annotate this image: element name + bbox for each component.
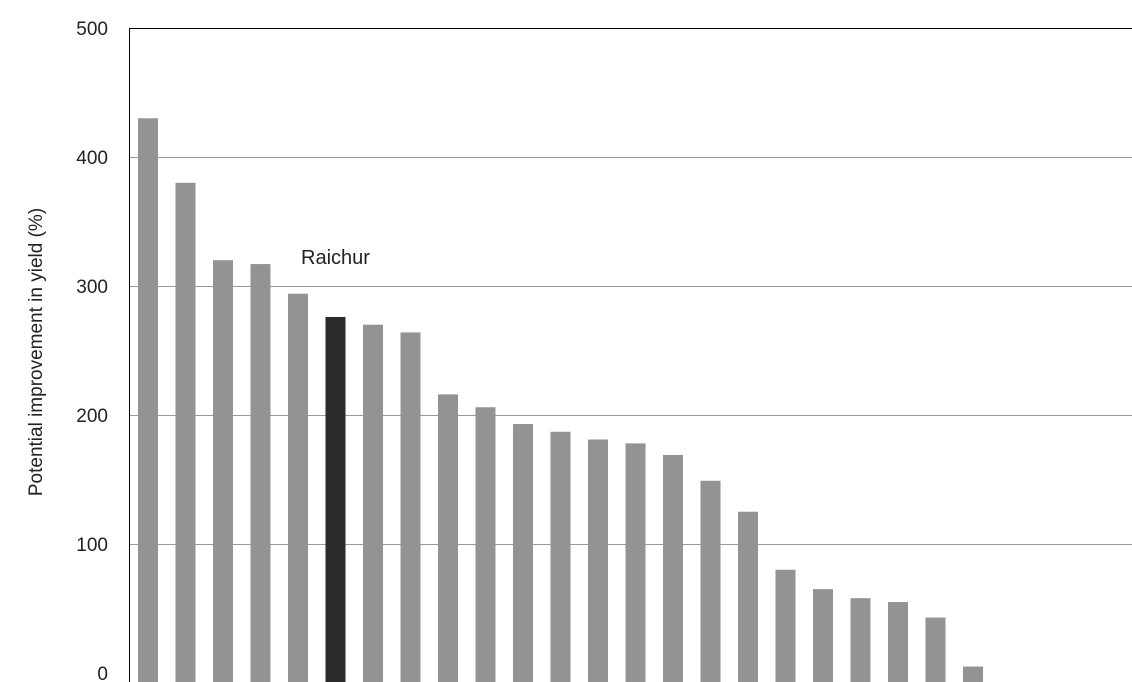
bar bbox=[738, 511, 758, 682]
bar bbox=[888, 602, 908, 682]
bar bbox=[663, 454, 683, 682]
bar bbox=[925, 617, 946, 682]
bars bbox=[138, 118, 983, 682]
bar bbox=[250, 264, 271, 682]
y-tick-label: 300 bbox=[76, 277, 108, 298]
bar bbox=[775, 569, 796, 682]
bar bbox=[850, 598, 871, 682]
y-axis-label: Potential improvement in yield (%) bbox=[26, 208, 47, 496]
bar bbox=[138, 118, 158, 682]
bar bbox=[175, 182, 196, 682]
bar bbox=[813, 589, 833, 682]
y-tick-labels: 0 100 200 300 400 500 bbox=[76, 19, 108, 682]
bar bbox=[700, 480, 721, 682]
bar bbox=[588, 439, 608, 682]
y-tick-label: 100 bbox=[76, 535, 108, 556]
bar bbox=[625, 443, 646, 682]
bar bbox=[400, 332, 421, 682]
bar bbox=[288, 293, 308, 682]
y-tick-label: 0 bbox=[97, 664, 108, 682]
bar bbox=[513, 424, 533, 682]
annotation-label: Raichur bbox=[301, 247, 370, 269]
bar bbox=[213, 260, 233, 682]
bar bbox=[363, 324, 383, 682]
bar bbox=[963, 666, 983, 682]
bar bbox=[438, 394, 458, 682]
y-tick-label: 500 bbox=[76, 19, 108, 40]
bar bbox=[550, 431, 571, 682]
bar bbox=[475, 407, 496, 682]
y-tick-label: 200 bbox=[76, 406, 108, 427]
y-tick-label: 400 bbox=[76, 148, 108, 169]
bar-highlighted bbox=[325, 316, 346, 682]
